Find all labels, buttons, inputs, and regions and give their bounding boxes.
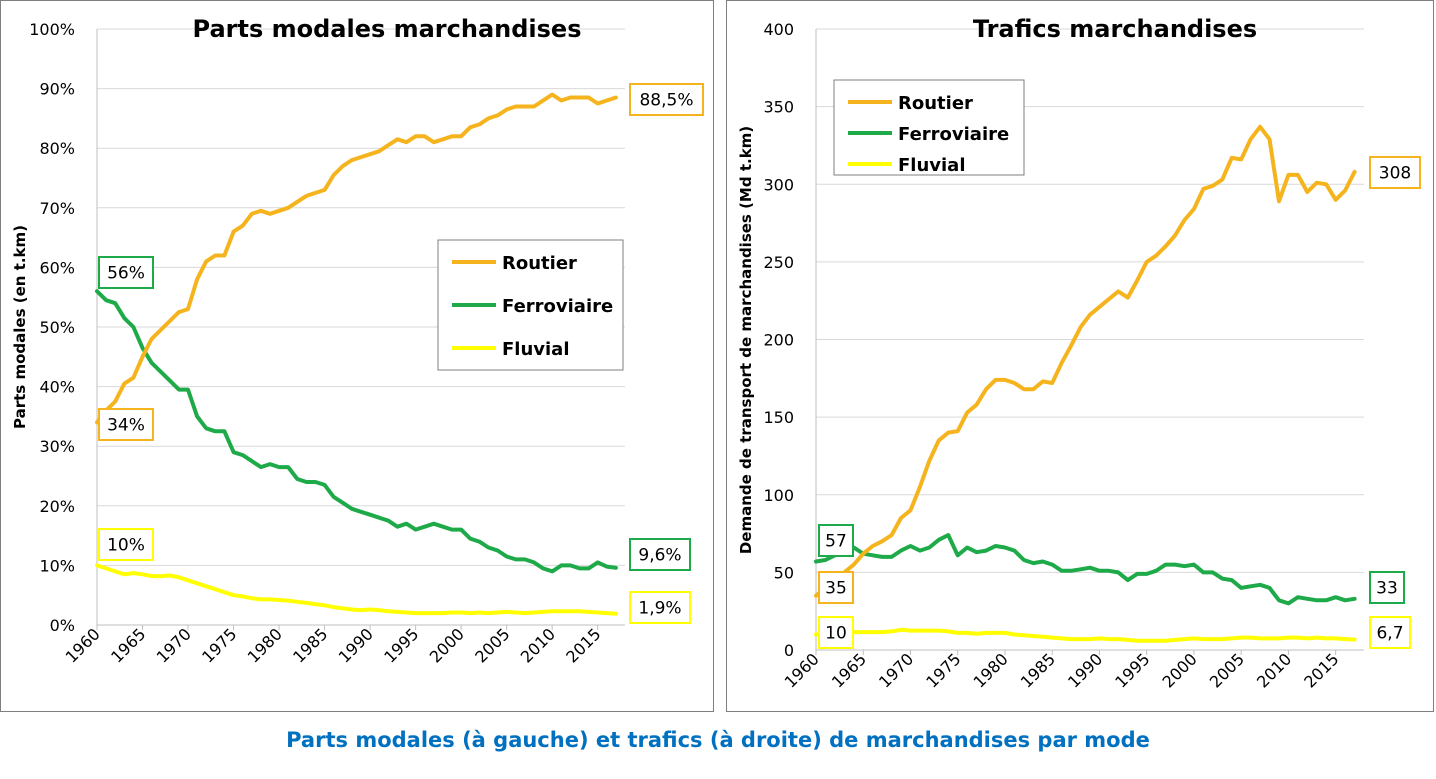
x-tick-label: 1970 [875,649,917,691]
annotation-box [98,256,154,289]
series-line-fluvial [814,627,1357,643]
x-tick-label: 1975 [922,649,964,691]
x-tick-label: 2010 [517,624,559,666]
legend-box [833,79,1025,176]
x-tick-label: 1985 [289,624,331,666]
annotation-label: 57 [825,532,847,552]
y-tick-label: 60% [39,258,75,277]
y-tick-label: 90% [39,80,75,99]
x-tick-label: 2015 [562,624,604,666]
annotation-box [818,524,854,557]
annotation-box [818,616,854,649]
x-tick-label: 1965 [828,649,870,691]
x-tick-label: 1990 [335,624,377,666]
y-tick-label: 150 [763,408,794,427]
x-tick-label: 1965 [107,624,149,666]
x-tick-label: 2000 [1159,649,1201,691]
x-tick-label: 1995 [380,624,422,666]
legend-label-routier: Routier [502,253,577,274]
x-tick-label: 2000 [426,624,468,666]
y-tick-label: 40% [39,378,75,397]
x-tick-label: 1985 [1017,649,1059,691]
y-tick-label: 400 [763,20,794,39]
annotation-box [1369,156,1421,189]
y-tick-label: 0 [784,641,794,660]
annotation-label: 34% [107,416,145,436]
chart-panel-left: 0% 10% 20% 30% 40% 50% 60% 70% 80% 90% 100% 1960 196… [0,0,714,712]
x-tick-label: 1975 [198,624,240,666]
annotation-label: 33 [1376,579,1398,599]
annotation-box [629,591,691,624]
legend-label-ferroviaire: Ferroviaire [898,124,1009,145]
annotation-label: 1,9% [638,599,681,619]
annotation-box [1369,616,1411,649]
y-axis-label: Demande de transport de marchandises (Md… [737,126,755,554]
annotation-box [629,83,704,116]
x-tick-label: 2005 [471,624,513,666]
x-tick-label: 2005 [1206,649,1248,691]
annotation-label: 6,7 [1376,624,1403,644]
annotation-box [98,528,154,561]
legend-label-fluvial: Fluvial [898,155,966,176]
y-tick-label: 200 [763,331,794,350]
chart-panel-right: 0 50 100 150 200 250 300 350 400 1960 1965 1970 1975… [726,0,1434,712]
y-axis-label: Parts modales (en t.km) [11,225,29,429]
annotation-box [1369,571,1405,604]
annotation-box [629,538,691,571]
y-tick-label: 0% [50,616,75,635]
y-tick-label: 50% [39,318,75,337]
legend-label-ferroviaire: Ferroviaire [502,296,613,317]
y-tick-label: 50 [774,563,794,582]
annotation-label: 10 [825,624,847,644]
y-tick-label: 350 [763,98,794,117]
y-tick-label: 10% [39,556,75,575]
x-tick-label: 1990 [1064,649,1106,691]
x-tick-label: 1980 [244,624,286,666]
y-tick-label: 250 [763,253,794,272]
y-tick-label: 20% [39,497,75,516]
x-tick-label: 2015 [1300,649,1342,691]
y-tick-label: 100 [763,486,794,505]
y-tick-label: 300 [763,175,794,194]
figure-caption: Parts modales (à gauche) et trafics (à d… [286,728,1150,752]
annotation-label: 88,5% [639,91,693,111]
chart-title: Trafics marchandises [973,15,1257,43]
annotation-box [98,408,154,441]
x-tick-label: 1995 [1111,649,1153,691]
series-line-fluvial [95,563,618,616]
annotation-label: 35 [825,579,847,599]
series-line-ferroviaire [814,533,1357,606]
y-tick-label: 80% [39,139,75,158]
annotation-box [818,571,854,604]
annotation-label: 10% [107,536,145,556]
y-tick-label: 100% [29,20,75,39]
annotation-label: 308 [1379,164,1411,184]
y-tick-label: 70% [39,199,75,218]
legend-label-routier: Routier [898,93,973,114]
chart-title: Parts modales marchandises [193,15,582,43]
modal-share-chart: 0%10%20%30%40%50%60%70%80%90%100%1960 196… [11,15,704,667]
y-tick-label: 30% [39,437,75,456]
annotation-label: 9,6% [638,546,681,566]
x-tick-label: 1970 [153,624,195,666]
x-tick-label: 2010 [1253,649,1295,691]
x-tick-label: 1980 [970,649,1012,691]
series-line-routier [814,124,1357,598]
series-line-routier [95,92,618,425]
series-line-ferroviaire [95,289,618,574]
legend-label-fluvial: Fluvial [502,339,570,360]
annotation-label: 56% [107,264,145,284]
